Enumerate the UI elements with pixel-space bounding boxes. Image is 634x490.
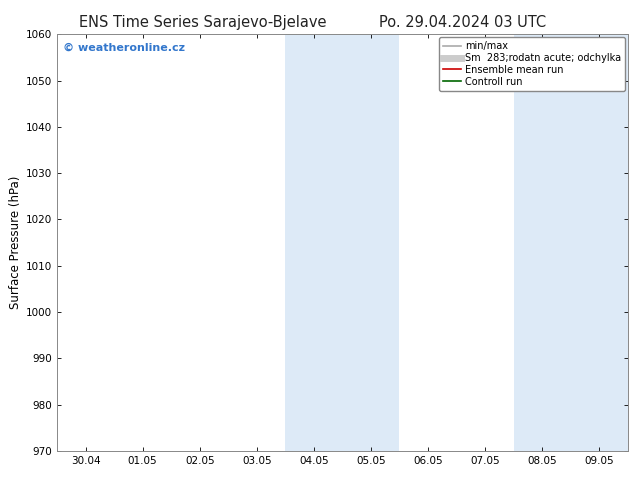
Text: © weatheronline.cz: © weatheronline.cz	[63, 43, 184, 52]
Y-axis label: Surface Pressure (hPa): Surface Pressure (hPa)	[9, 176, 22, 309]
Text: ENS Time Series Sarajevo-Bjelave: ENS Time Series Sarajevo-Bjelave	[79, 15, 327, 30]
Legend: min/max, Sm  283;rodatn acute; odchylka, Ensemble mean run, Controll run: min/max, Sm 283;rodatn acute; odchylka, …	[439, 37, 624, 91]
Bar	[285, 34, 399, 451]
Text: Po. 29.04.2024 03 UTC: Po. 29.04.2024 03 UTC	[379, 15, 547, 30]
Bar	[514, 34, 628, 451]
